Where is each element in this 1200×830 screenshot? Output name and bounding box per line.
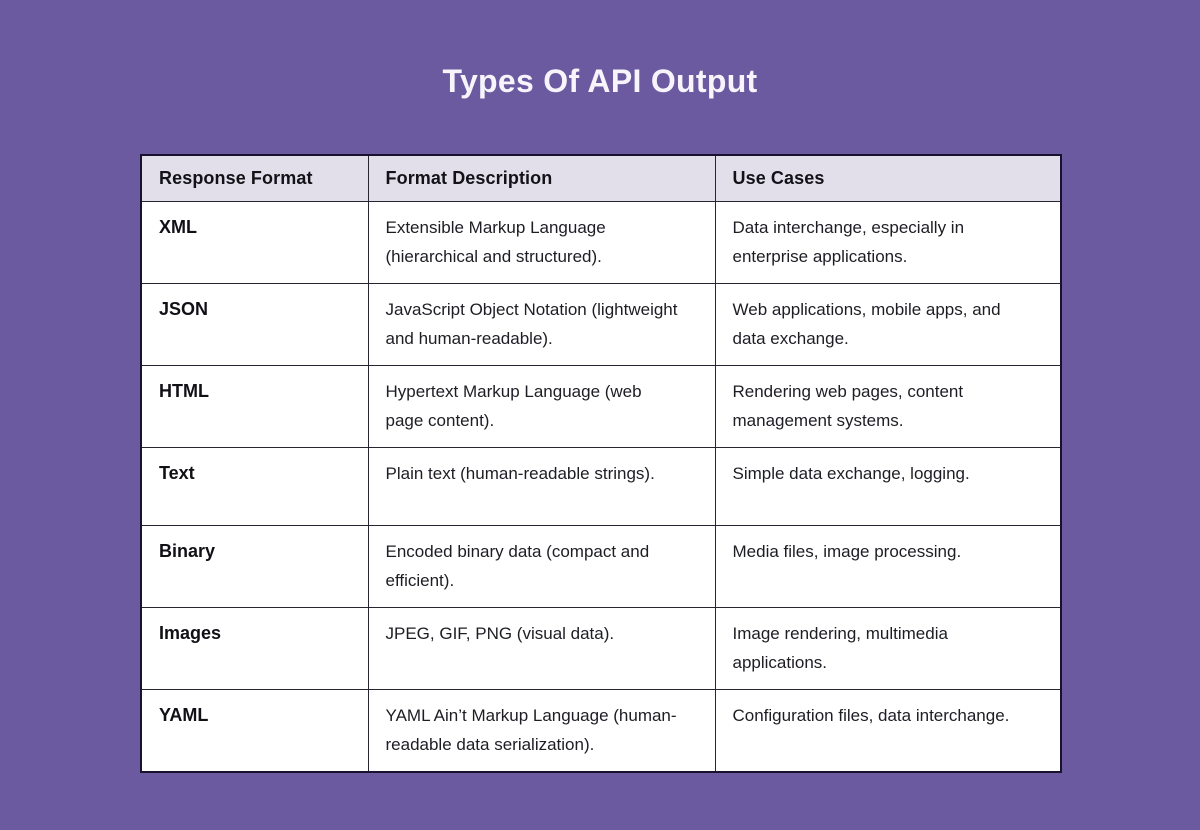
cell-format: Text (140, 446, 369, 526)
table-row-xml: XML Extensible Markup Language (hierarch… (140, 200, 1062, 284)
cell-description: JPEG, GIF, PNG (visual data). (367, 606, 716, 690)
cell-use-cases: Image rendering, multimedia applications… (714, 606, 1062, 690)
table-row-binary: Binary Encoded binary data (compact and … (140, 524, 1062, 608)
cell-format: YAML (140, 688, 369, 772)
table-row-text: Text Plain text (human-readable strings)… (140, 446, 1062, 526)
cell-use-cases: Data interchange, especially in enterpri… (714, 200, 1062, 284)
table-row-html: HTML Hypertext Markup Language (web page… (140, 364, 1062, 448)
cell-format: XML (140, 200, 369, 284)
cell-description: Encoded binary data (compact and efficie… (367, 524, 716, 608)
api-output-table: Response Format Format Description Use C… (140, 154, 1062, 773)
table-header-row: Response Format Format Description Use C… (140, 154, 1062, 202)
header-format-description: Format Description (367, 154, 716, 202)
cell-format: HTML (140, 364, 369, 448)
cell-description: Extensible Markup Language (hierarchical… (367, 200, 716, 284)
cell-format: JSON (140, 282, 369, 366)
cell-description: Hypertext Markup Language (web page cont… (367, 364, 716, 448)
cell-description: Plain text (human-readable strings). (367, 446, 716, 526)
table-row-yaml: YAML YAML Ain’t Markup Language (human-r… (140, 688, 1062, 772)
cell-format: Binary (140, 524, 369, 608)
cell-use-cases: Configuration files, data interchange. (714, 688, 1062, 772)
cell-description: JavaScript Object Notation (lightweight … (367, 282, 716, 366)
cell-use-cases: Rendering web pages, content management … (714, 364, 1062, 448)
cell-format: Images (140, 606, 369, 690)
header-use-cases: Use Cases (714, 154, 1062, 202)
cell-use-cases: Web applications, mobile apps, and data … (714, 282, 1062, 366)
cell-use-cases: Media files, image processing. (714, 524, 1062, 608)
page-title: Types Of API Output (442, 63, 758, 99)
table-row-images: Images JPEG, GIF, PNG (visual data). Ima… (140, 606, 1062, 690)
header-response-format: Response Format (140, 154, 369, 202)
cell-description: YAML Ain’t Markup Language (human-readab… (367, 688, 716, 772)
cell-use-cases: Simple data exchange, logging. (714, 446, 1062, 526)
table-row-json: JSON JavaScript Object Notation (lightwe… (140, 282, 1062, 366)
